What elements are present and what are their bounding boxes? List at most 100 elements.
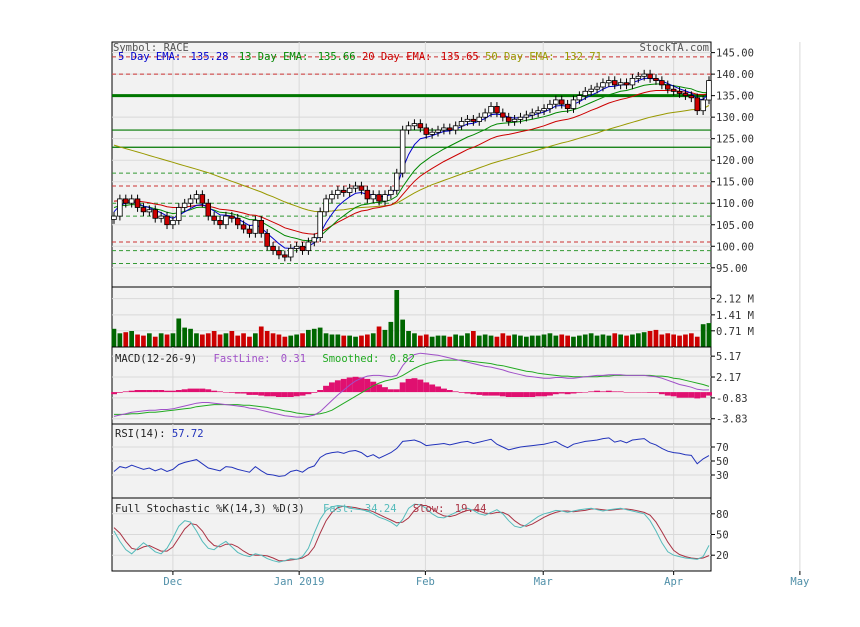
macd-axis: 5.17 2.17 -0.83 -3.83 bbox=[711, 351, 748, 426]
volume-bar-62 bbox=[476, 335, 482, 347]
macd-hist-bar-59 bbox=[458, 392, 465, 393]
candle-body-95 bbox=[670, 88, 677, 92]
macd-tick-label-2: -0.83 bbox=[716, 393, 748, 405]
volume-bar-22 bbox=[241, 333, 246, 347]
macd-hist-bar-63 bbox=[482, 392, 489, 396]
volume-bar-36 bbox=[323, 333, 329, 347]
volume-bar-24 bbox=[253, 333, 258, 347]
volume-bar-61 bbox=[471, 331, 476, 347]
candle-body-21 bbox=[234, 217, 241, 226]
candle-body-10 bbox=[170, 219, 176, 226]
macd-hist-bar-34 bbox=[311, 392, 318, 393]
ema13-legend-value: 135.66 bbox=[318, 51, 356, 63]
macd-hist-bar-65 bbox=[494, 392, 500, 396]
rsi-line bbox=[113, 437, 710, 477]
candle-body-3 bbox=[128, 198, 135, 204]
volume-bar-17 bbox=[211, 331, 217, 347]
macd-hist-bar-80 bbox=[582, 392, 589, 393]
candlesticks bbox=[111, 69, 712, 262]
ema5-legend-value: 135.28 bbox=[191, 51, 229, 63]
rsi-title: RSI(14): bbox=[115, 428, 166, 440]
volume-bar-73 bbox=[541, 334, 547, 347]
candle-body-80 bbox=[582, 90, 589, 97]
macd-smooth-value: 0.82 bbox=[390, 353, 415, 365]
candle-body-70 bbox=[523, 114, 530, 118]
candle-body-93 bbox=[659, 80, 665, 86]
candle-body-30 bbox=[287, 247, 294, 258]
volume-bar-83 bbox=[600, 334, 606, 347]
volume-bar-30 bbox=[288, 335, 294, 347]
x-tick-label-1: Jan 2019 bbox=[274, 576, 325, 588]
macd-hist-bar-13 bbox=[187, 388, 194, 393]
macd-hist-bar-45 bbox=[376, 384, 383, 393]
volume-bar-100 bbox=[700, 324, 706, 347]
candle-body-87 bbox=[623, 82, 630, 86]
macd-hist-bar-54 bbox=[429, 384, 436, 393]
macd-hist-bar-62 bbox=[476, 392, 483, 395]
candle-body-71 bbox=[529, 112, 536, 116]
macd-legend: MACD(12-26-9) FastLine: 0.31 Smoothed: 0… bbox=[115, 353, 415, 365]
volume-bar-8 bbox=[158, 333, 164, 347]
volume-bar-99 bbox=[694, 336, 700, 347]
macd-hist-bar-85 bbox=[611, 391, 618, 393]
macd-hist-bar-24 bbox=[252, 392, 259, 395]
price-tick-label-0: 145.00 bbox=[716, 48, 754, 60]
volume-bar-7 bbox=[152, 336, 158, 347]
x-tick-label-4: Apr bbox=[664, 576, 683, 588]
candle-body-38 bbox=[335, 189, 341, 196]
rsi-value: 57.72 bbox=[172, 428, 204, 440]
candle-body-68 bbox=[511, 118, 518, 122]
price-tick-label-6: 115.00 bbox=[716, 177, 754, 189]
macd-hist-bar-84 bbox=[605, 390, 612, 393]
candle-body-0 bbox=[111, 215, 117, 220]
candle-body-1 bbox=[117, 198, 123, 217]
volume-bar-64 bbox=[488, 335, 494, 347]
volume-bar-20 bbox=[229, 331, 235, 347]
macd-hist-bar-78 bbox=[570, 392, 577, 394]
macd-hist-bar-56 bbox=[441, 388, 447, 393]
volume-bar-82 bbox=[594, 335, 600, 347]
volume-bar-51 bbox=[412, 333, 417, 347]
macd-hist-bar-100 bbox=[700, 392, 707, 398]
stochastic-axis: 80 50 20 bbox=[711, 509, 729, 562]
macd-hist-bar-2 bbox=[122, 391, 129, 393]
candle-body-29 bbox=[282, 254, 288, 258]
macd-hist-bar-41 bbox=[352, 376, 359, 393]
macd-hist-bar-91 bbox=[647, 392, 653, 393]
x-tick-label-5: May bbox=[790, 576, 809, 588]
macd-hist-bar-19 bbox=[223, 392, 229, 393]
rsi-gridlines bbox=[112, 424, 801, 498]
volume-bar-75 bbox=[553, 335, 559, 347]
macd-hist-bar-11 bbox=[175, 390, 182, 393]
volume-axis: 2.12 M 1.41 M 0.71 M bbox=[711, 294, 754, 338]
volume-bar-32 bbox=[300, 333, 305, 347]
volume-bar-13 bbox=[188, 328, 193, 347]
volume-bar-97 bbox=[683, 334, 688, 347]
volume-bar-72 bbox=[535, 335, 541, 347]
candle-body-36 bbox=[323, 198, 329, 213]
macd-hist-bar-21 bbox=[234, 392, 241, 394]
macd-hist-bar-66 bbox=[499, 392, 506, 397]
volume-bar-41 bbox=[353, 336, 358, 347]
candle-body-32 bbox=[299, 245, 306, 252]
macd-hist-bar-5 bbox=[140, 390, 147, 393]
volume-bar-50 bbox=[406, 331, 411, 347]
macd-hist-bar-7 bbox=[152, 390, 159, 393]
ema5-line bbox=[113, 77, 710, 249]
volume-bar-52 bbox=[418, 335, 423, 347]
volume-bar-85 bbox=[612, 333, 618, 347]
candle-body-2 bbox=[123, 198, 129, 204]
volume-bar-47 bbox=[388, 321, 394, 347]
candle-body-9 bbox=[164, 215, 170, 226]
macd-hist-bar-44 bbox=[370, 381, 377, 393]
volume-bar-29 bbox=[282, 336, 288, 347]
macd-hist-bar-68 bbox=[511, 392, 518, 397]
macd-hist-bar-22 bbox=[240, 392, 247, 394]
macd-hist-bar-93 bbox=[658, 392, 665, 395]
macd-hist-bar-37 bbox=[329, 382, 335, 393]
candle-body-25 bbox=[258, 219, 264, 234]
x-tick-label-0: Dec bbox=[163, 576, 182, 588]
macd-hist-bar-60 bbox=[464, 392, 471, 394]
volume-gridlines bbox=[112, 287, 801, 347]
macd-hist-bar-94 bbox=[664, 392, 671, 396]
